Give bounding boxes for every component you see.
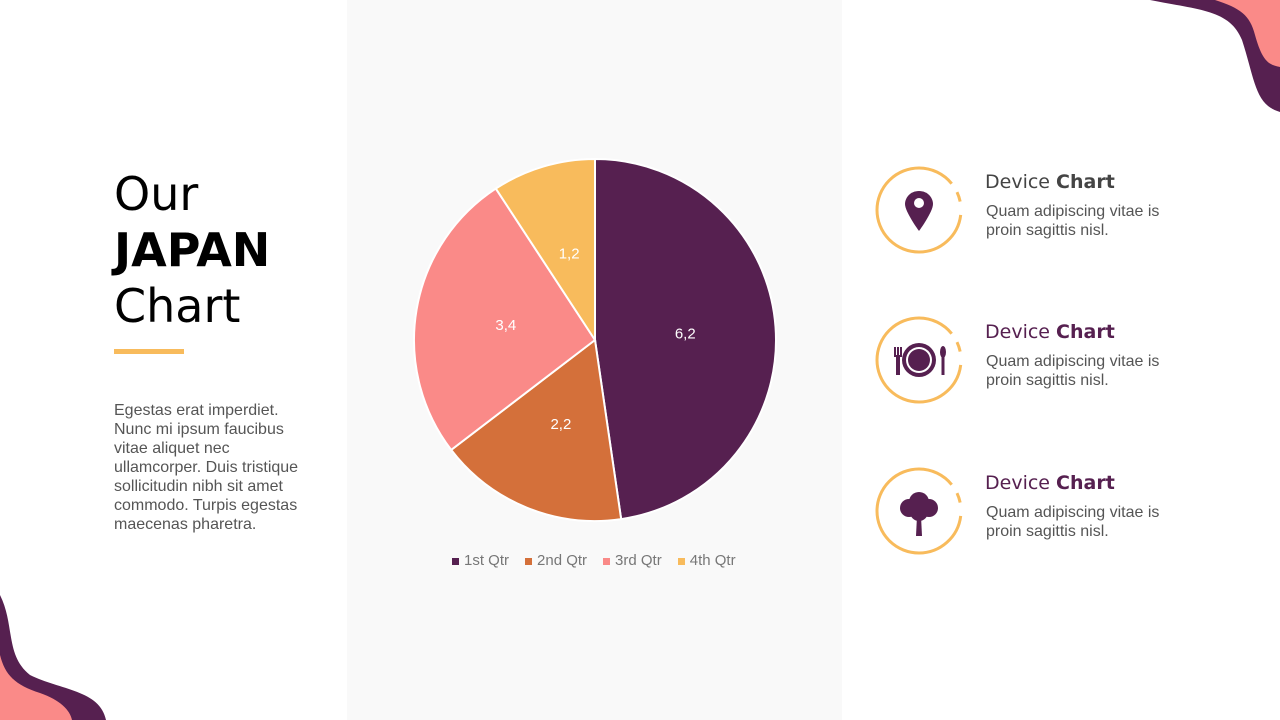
ring-icon [875, 316, 963, 404]
ring-icon [875, 467, 963, 555]
item-title-bold: Chart [1056, 321, 1115, 343]
corner-wave-bottom-left [0, 595, 106, 720]
item-title: Device Chart [985, 472, 1115, 494]
pie-chart: 6,2 2,2 3,4 1,2 [413, 157, 777, 522]
page-title: Our JAPAN Chart [114, 166, 270, 334]
item-title-text: Device [985, 171, 1057, 193]
corner-wave-top-right [1150, 0, 1280, 112]
dining-icon [894, 343, 946, 377]
legend-swatch [603, 557, 611, 565]
pie-slice-2 [449, 338, 623, 522]
description: Egestas erat imperdiet. Nunc mi ipsum fa… [114, 402, 299, 533]
data-label: 3,4 [495, 317, 516, 334]
legend-swatch [677, 557, 685, 565]
item-title-text: Device [985, 472, 1057, 494]
map-pin-icon [905, 191, 933, 231]
legend-swatch [452, 557, 459, 565]
ring-icon [875, 166, 963, 254]
item-title-text: Device [985, 321, 1057, 343]
item-title: Device Chart [985, 321, 1115, 343]
item-title-bold: Chart [1056, 171, 1115, 193]
legend-label: 4th Qtr [689, 552, 736, 569]
data-label: 2,2 [550, 416, 571, 433]
legend-label: 3rd Qtr [615, 552, 662, 569]
legend-label: 2nd Qtr [537, 552, 588, 569]
pie-slice-1 [594, 157, 777, 521]
feature-item: Device Chart Quam adipiscing vitae is pr… [874, 466, 1234, 558]
legend-item: 4th Qtr [677, 552, 736, 569]
legend-label: 1st Qtr [464, 552, 510, 569]
title-line-1: Our [114, 167, 199, 221]
item-text: Quam adipiscing vitae is proin sagittis … [986, 504, 1160, 540]
item-text: Quam adipiscing vitae is proin sagittis … [986, 353, 1160, 389]
title-underline [114, 349, 184, 354]
chart-legend: 1st Qtr 2nd Qtr 3rd Qtr 4th Qtr [452, 552, 736, 569]
feature-item: Device Chart Quam adipiscing vitae is pr… [874, 315, 1234, 407]
title-line-2: JAPAN [114, 223, 271, 277]
legend-item: 3rd Qtr [603, 552, 662, 569]
tree-icon [900, 492, 938, 536]
item-text: Quam adipiscing vitae is proin sagittis … [986, 203, 1160, 239]
data-label: 6,2 [675, 325, 696, 342]
legend-item: 1st Qtr [452, 552, 509, 569]
title-line-3: Chart [114, 279, 241, 333]
legend-item: 2nd Qtr [525, 552, 587, 569]
data-label: 1,2 [559, 245, 580, 262]
legend-swatch [525, 557, 533, 565]
item-title: Device Chart [985, 171, 1115, 193]
pie-slice-4 [494, 157, 596, 344]
item-title-bold: Chart [1056, 472, 1115, 494]
pie-slice-3 [413, 187, 597, 452]
feature-item: Device Chart Quam adipiscing vitae is pr… [874, 165, 1234, 257]
